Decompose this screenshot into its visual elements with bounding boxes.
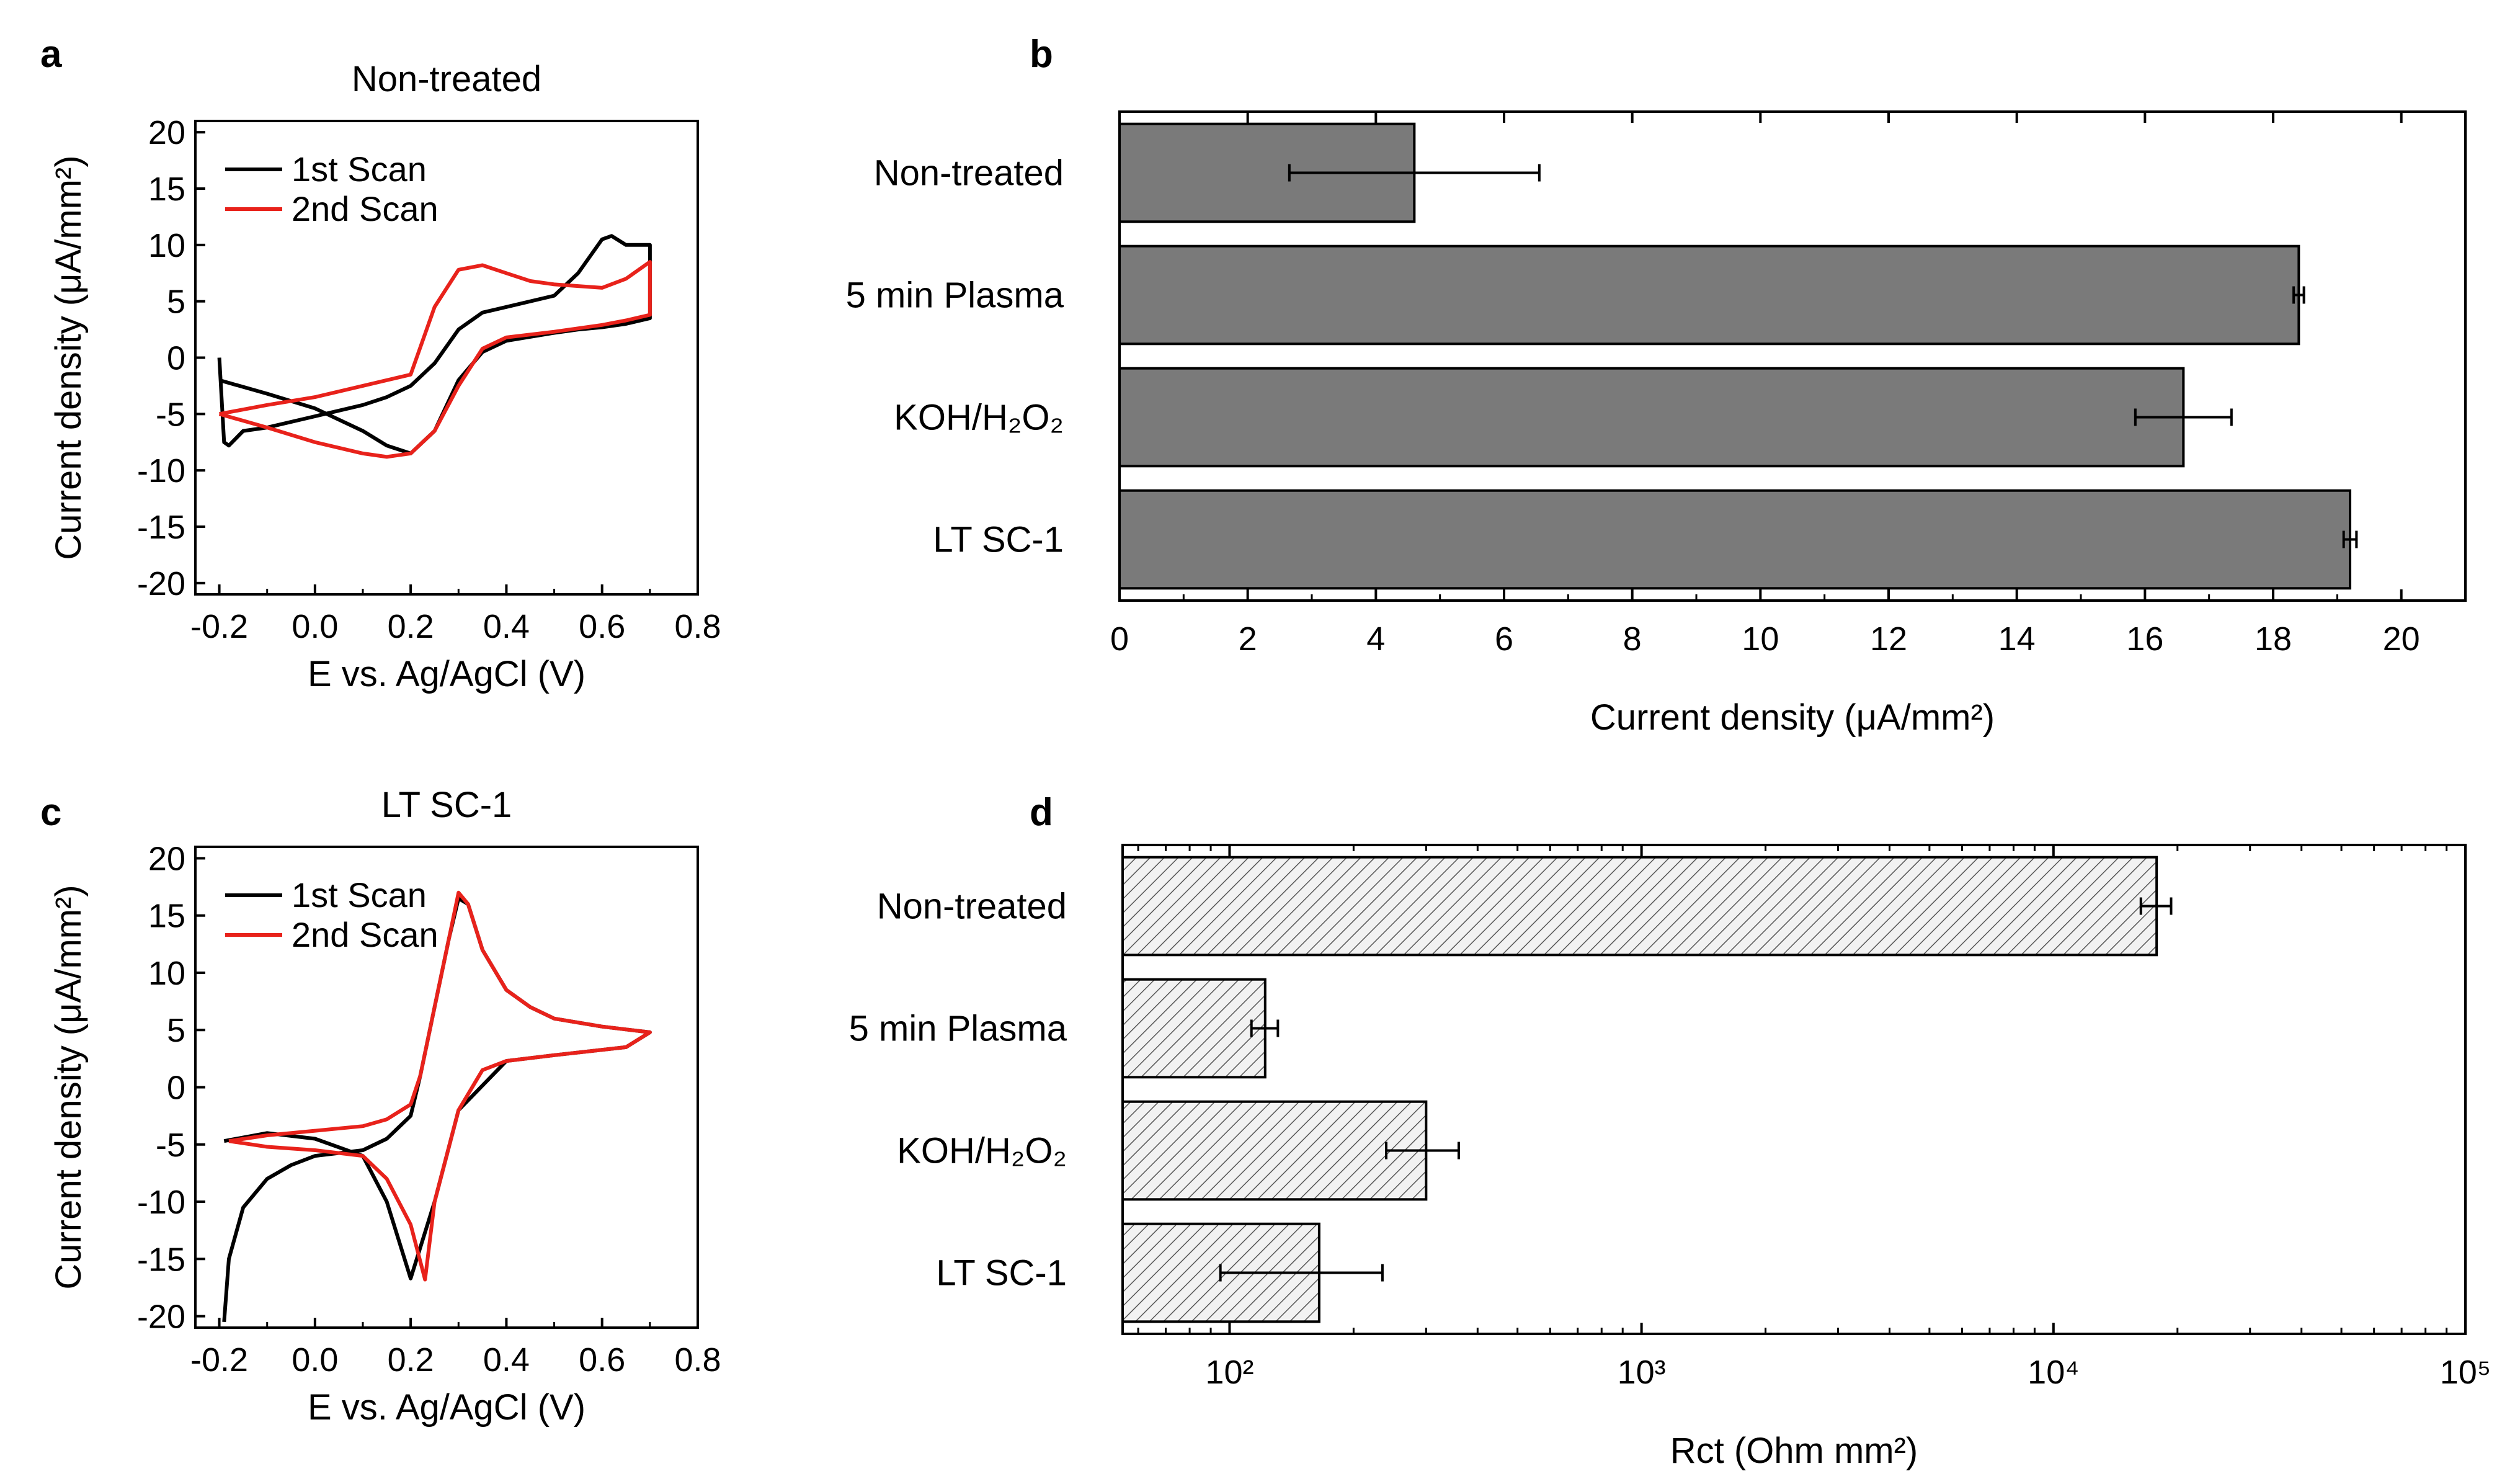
bar [1118, 367, 2185, 468]
y-tick-label: 5 [167, 284, 185, 321]
x-tick-label: -0.2 [190, 608, 248, 645]
y-axis-label: Current density (μA/mm²) [48, 885, 89, 1289]
bar [1121, 978, 1267, 1079]
bar-chart-rct: Non-treated 5 min Plasma KOH/H₂O₂ LT SC-1 10… [849, 844, 2491, 1471]
x-tick-label: 6 [1495, 620, 1513, 658]
x-tick-label: 8 [1623, 620, 1642, 658]
x-tick-label: 10⁵ [2440, 1354, 2491, 1391]
category-label: 5 min Plasma [846, 275, 1064, 316]
cv-chart-lt-sc1: -0.2 0.0 0.2 0.4 0.6 0.8 -20 -15 -10 -5 0 5 10 15 20 LT… [48, 785, 721, 1428]
y-tick-label: -5 [156, 1127, 185, 1164]
y-tick-label: 10 [148, 955, 185, 992]
y-tick-label: 20 [148, 840, 185, 877]
x-tick-label: 16 [2126, 620, 2163, 658]
series-line-2 [228, 890, 652, 1282]
legend-label-1: 1st Scan [292, 875, 427, 914]
category-label: KOH/H₂O₂ [897, 1131, 1067, 1171]
y-tick-label: -10 [137, 452, 185, 489]
x-tick-label: 0.0 [292, 608, 338, 645]
x-tick-label: 0.4 [483, 1341, 530, 1379]
plot-frame [194, 846, 699, 1329]
x-tick-label: 10³ [1618, 1354, 1666, 1391]
bar-chart-current-density: Non-treated 5 min Plasma KOH/H₂O₂ LT SC-1 0 2… [846, 110, 2467, 738]
x-tick-label: 0.0 [292, 1341, 338, 1379]
plot-frame [1118, 110, 2467, 602]
y-tick-label: -15 [137, 1241, 185, 1278]
x-tick-label: 0.2 [388, 1341, 434, 1379]
x-tick-label: 14 [1998, 620, 2036, 658]
x-tick-label: 0.8 [674, 608, 721, 645]
y-tick-label: -15 [137, 509, 185, 546]
x-tick-label: 20 [2383, 620, 2420, 658]
x-tick-label: 0 [1110, 620, 1129, 658]
y-tick-label: -20 [137, 1298, 185, 1336]
category-label: Non-treated [877, 887, 1067, 927]
series-line-2 [218, 260, 652, 459]
category-label: LT SC-1 [933, 520, 1064, 560]
x-tick-label: 0.6 [579, 608, 625, 645]
cv-chart-non-treated: -0.2 0.0 0.2 0.4 0.6 0.8 -20 -15 -10 -5 0 5 10 15 20 No… [48, 59, 721, 694]
x-axis-label: Current density (μA/mm²) [1590, 697, 1995, 738]
category-label: KOH/H₂O₂ [894, 398, 1064, 438]
panel-letter-a: a [40, 33, 62, 76]
bar [1118, 489, 2351, 590]
x-tick-label: 0.2 [388, 608, 434, 645]
plot-frame [1121, 844, 2467, 1335]
y-tick-label: 20 [148, 114, 185, 151]
legend-label-1: 1st Scan [292, 150, 427, 189]
x-tick-label: 0.8 [674, 1341, 721, 1379]
x-tick-label: 12 [1870, 620, 1907, 658]
bar [1121, 1100, 1428, 1201]
y-tick-label: 15 [148, 898, 185, 935]
category-label: LT SC-1 [936, 1253, 1067, 1294]
y-tick-label: -20 [137, 565, 185, 602]
bar [1121, 856, 2158, 957]
series-line-1 [222, 896, 652, 1323]
panel-letter-c: c [40, 791, 61, 834]
x-tick-label: 0.6 [579, 1341, 625, 1379]
x-tick-label: 4 [1366, 620, 1385, 658]
category-label: 5 min Plasma [849, 1009, 1067, 1049]
y-tick-label: 0 [167, 340, 185, 377]
x-tick-label: 0.4 [483, 608, 530, 645]
chart-title: Non-treated [352, 59, 541, 99]
y-tick-label: -10 [137, 1184, 185, 1221]
y-tick-label: 10 [148, 227, 185, 264]
y-tick-label: 0 [167, 1070, 185, 1107]
x-tick-label: 2 [1239, 620, 1257, 658]
plot-frame [194, 120, 699, 596]
bar [1118, 244, 2300, 346]
x-tick-label: -0.2 [190, 1341, 248, 1379]
y-tick-label: -5 [156, 396, 185, 433]
x-axis-label: E vs. Ag/AgCl (V) [308, 1387, 585, 1428]
y-tick-label: 15 [148, 171, 185, 208]
series-line-1 [217, 234, 652, 455]
chart-title: LT SC-1 [381, 785, 512, 825]
legend-label-2: 2nd Scan [292, 189, 439, 228]
x-tick-label: 10⁴ [2028, 1354, 2079, 1391]
x-axis-label: Rct (Ohm mm²) [1670, 1431, 1918, 1471]
category-label: Non-treated [874, 153, 1064, 194]
y-axis-label: Current density (μA/mm²) [48, 155, 89, 560]
y-tick-label: 5 [167, 1012, 185, 1049]
panel-letter-b: b [1030, 33, 1053, 76]
x-tick-label: 18 [2255, 620, 2292, 658]
x-axis-label: E vs. Ag/AgCl (V) [308, 654, 585, 694]
legend-label-2: 2nd Scan [292, 915, 439, 954]
x-tick-label: 10² [1205, 1354, 1253, 1391]
x-tick-label: 10 [1742, 620, 1779, 658]
panel-letter-d: d [1030, 791, 1053, 834]
